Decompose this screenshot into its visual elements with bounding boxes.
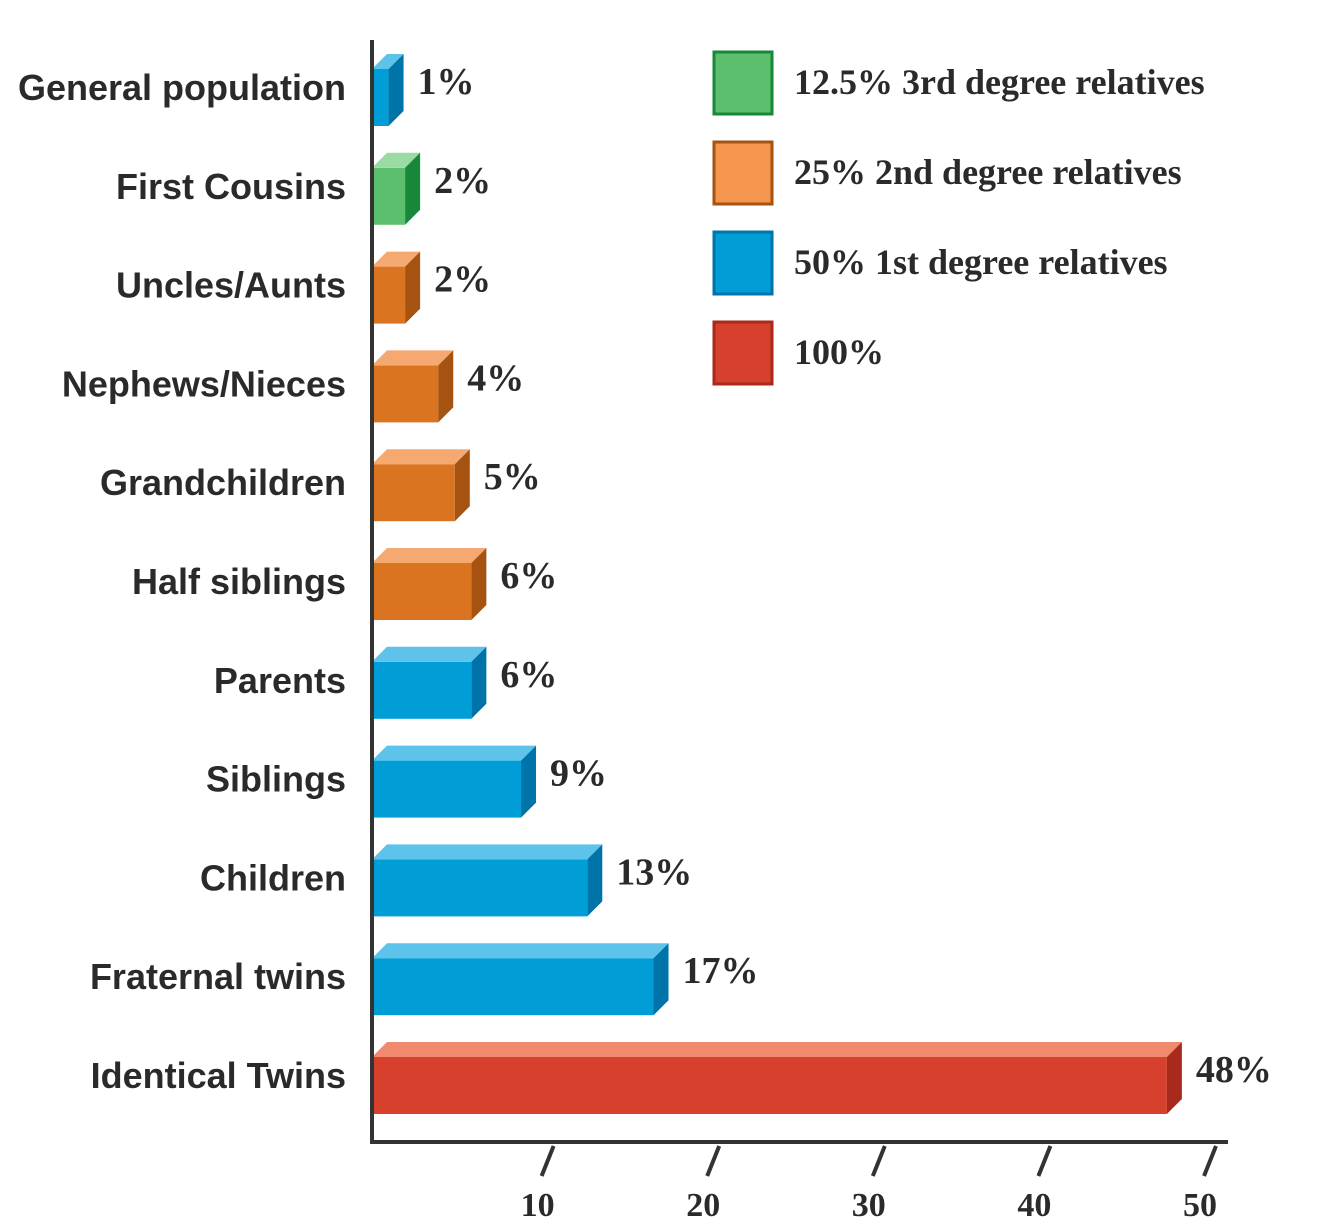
category-label-8: Siblings xyxy=(206,759,346,800)
bar-1 xyxy=(372,54,404,126)
legend-label-4: 100% xyxy=(794,332,884,372)
legend-swatch-3 xyxy=(712,230,774,296)
bar-top-1 xyxy=(372,54,404,69)
bar-front-9 xyxy=(372,859,588,917)
legend-label-1: 12.5% 3rd degree relatives xyxy=(794,62,1205,102)
axes: 10 20 30 40 50 xyxy=(370,40,1228,1224)
bar-front-1 xyxy=(372,69,389,126)
x-tick-1 xyxy=(539,1145,556,1177)
value-label-6: 6% xyxy=(500,555,557,597)
value-label-11: 48% xyxy=(1196,1049,1272,1091)
value-label-1: 1% xyxy=(418,61,475,103)
category-label-2: First Cousins xyxy=(116,166,346,207)
value-label-10: 17% xyxy=(683,950,759,992)
bar-top-6 xyxy=(372,548,487,563)
category-label-11: Identical Twins xyxy=(91,1055,346,1096)
bar-top-8 xyxy=(372,745,537,761)
bar-side-9 xyxy=(587,844,603,917)
value-label-9: 13% xyxy=(616,851,692,893)
x-tick-3 xyxy=(870,1145,887,1177)
bar-front-2 xyxy=(372,167,406,225)
bar-side-3 xyxy=(405,251,421,324)
bar-front-8 xyxy=(372,760,522,818)
category-label-3: Uncles/Aunts xyxy=(116,265,346,306)
bar-top-3 xyxy=(372,251,421,267)
value-label-3: 2% xyxy=(434,259,491,301)
legend: 12.5% 3rd degree relatives 25% 2nd degree… xyxy=(712,50,1205,386)
value-label-4: 4% xyxy=(467,357,524,399)
bar-2 xyxy=(372,152,421,225)
bar-top-4 xyxy=(372,350,454,366)
bar-top-10 xyxy=(372,943,669,959)
bar-5 xyxy=(372,449,470,522)
x-tick-4 xyxy=(1036,1145,1053,1177)
bar-3 xyxy=(372,251,421,324)
legend-item-4: 100% xyxy=(712,320,884,386)
bar-8 xyxy=(372,745,537,818)
bar-4 xyxy=(372,350,454,423)
x-tick-label-3: 30 xyxy=(852,1187,886,1224)
category-label-9: Children xyxy=(200,857,346,898)
bar-10 xyxy=(372,943,669,1016)
value-label-2: 2% xyxy=(434,160,491,202)
category-label-4: Nephews/Nieces xyxy=(62,363,346,404)
bar-front-7 xyxy=(372,661,472,719)
x-tick-label-2: 20 xyxy=(686,1187,720,1224)
bar-side-6 xyxy=(471,548,487,620)
bar-front-3 xyxy=(372,266,406,324)
bar-front-11 xyxy=(372,1057,1167,1114)
x-tick-label-5: 50 xyxy=(1183,1187,1217,1224)
x-tick-label-1: 10 xyxy=(521,1187,555,1224)
bar-top-11 xyxy=(372,1042,1182,1057)
category-label-5: Grandchildren xyxy=(100,462,346,503)
legend-label-2: 25% 2nd degree relatives xyxy=(794,152,1182,192)
bar-side-7 xyxy=(471,646,487,719)
bar-top-7 xyxy=(372,646,487,662)
legend-swatch-4 xyxy=(712,320,774,386)
bar-side-2 xyxy=(405,152,421,225)
legend-item-3: 50% 1st degree relatives xyxy=(712,230,1168,296)
bar-side-4 xyxy=(438,350,454,423)
bar-side-10 xyxy=(653,943,669,1016)
bar-top-9 xyxy=(372,844,603,860)
bar-front-4 xyxy=(372,365,439,423)
legend-swatch-2 xyxy=(712,140,774,206)
value-label-5: 5% xyxy=(484,456,541,498)
bar-front-5 xyxy=(372,464,455,522)
legend-label-3: 50% 1st degree relatives xyxy=(794,242,1168,282)
bar-side-1 xyxy=(388,54,404,126)
x-tick-2 xyxy=(705,1145,722,1177)
bar-11 xyxy=(372,1042,1182,1114)
bar-front-10 xyxy=(372,958,654,1016)
bar-top-5 xyxy=(372,449,470,465)
bar-side-5 xyxy=(454,449,470,522)
category-label-6: Half siblings xyxy=(132,561,346,602)
bar-side-11 xyxy=(1166,1042,1182,1114)
bar-6 xyxy=(372,548,487,620)
legend-item-1: 12.5% 3rd degree relatives xyxy=(712,50,1205,116)
value-label-8: 9% xyxy=(550,753,607,795)
legend-swatch-1 xyxy=(712,50,774,116)
bar-9 xyxy=(372,844,603,917)
category-label-7: Parents xyxy=(214,660,346,701)
bar-7 xyxy=(372,646,487,719)
category-label-10: Fraternal twins xyxy=(90,956,346,997)
bar-front-6 xyxy=(372,563,472,620)
legend-item-2: 25% 2nd degree relatives xyxy=(712,140,1182,206)
x-tick-label-4: 40 xyxy=(1017,1187,1051,1224)
category-label-1: General population xyxy=(18,67,346,108)
bar-side-8 xyxy=(521,745,537,818)
bars: General population 1% First Cousins 2% Uncle… xyxy=(18,54,1272,1114)
x-tick-5 xyxy=(1202,1145,1218,1177)
bar-top-2 xyxy=(372,152,421,168)
value-label-7: 6% xyxy=(500,654,557,696)
